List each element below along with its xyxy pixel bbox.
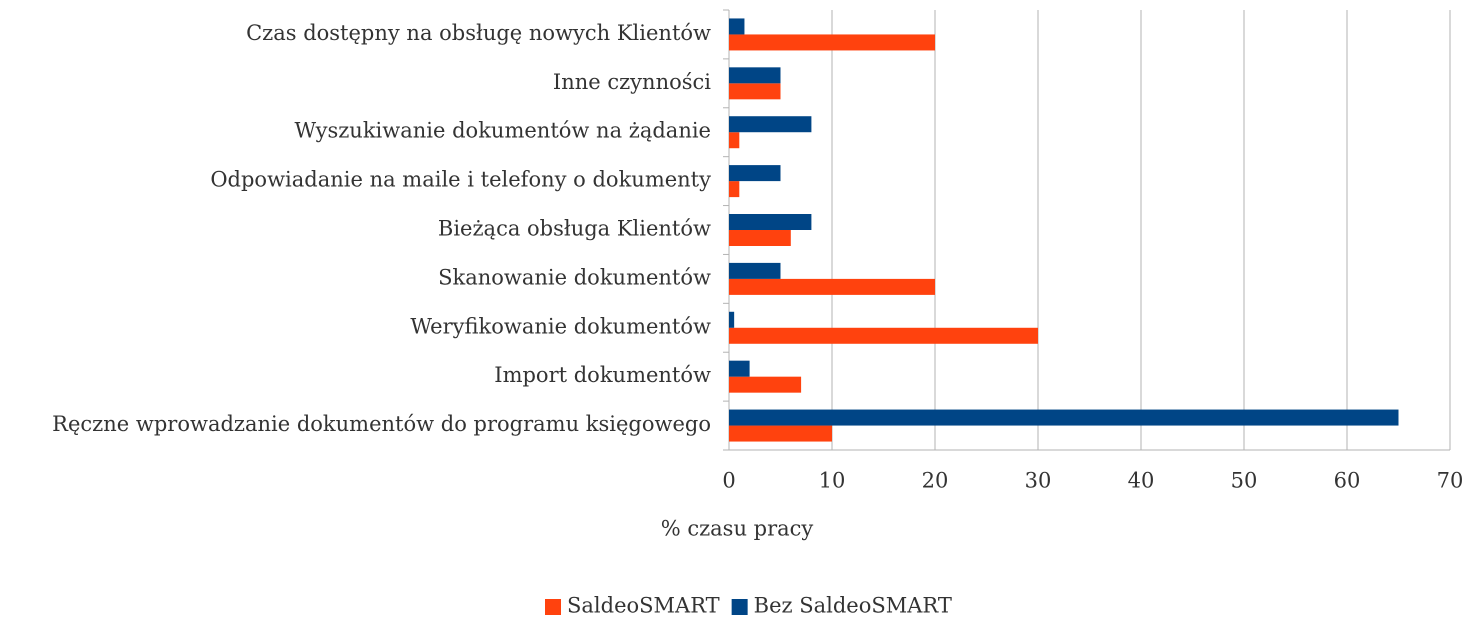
bar — [729, 278, 935, 295]
legend-swatch — [731, 599, 748, 615]
bar — [729, 376, 802, 393]
y-tick-label: Wyszukiwanie dokumentów na żądanie — [294, 119, 711, 143]
x-tick-label: 70 — [1437, 469, 1464, 493]
y-tick-label: Bieżąca obsługa Klientów — [438, 217, 711, 241]
bar — [729, 425, 832, 442]
bar — [729, 67, 781, 84]
bar — [729, 34, 935, 51]
bar — [729, 327, 1038, 344]
y-tick-label: Ręczne wprowadzanie dokumentów do progra… — [52, 412, 711, 436]
legend-label: Bez SaldeoSMART — [754, 594, 952, 618]
legend-swatch — [545, 599, 561, 615]
bar — [729, 116, 812, 133]
bar — [729, 181, 740, 198]
bar — [729, 230, 791, 246]
x-tick-label: 0 — [722, 469, 735, 493]
x-tick-label: 50 — [1231, 469, 1258, 493]
bar — [729, 360, 750, 377]
y-tick-label: Weryfikowanie dokumentów — [410, 314, 711, 338]
bar — [729, 18, 745, 35]
x-axis-label: % czasu pracy — [661, 517, 814, 541]
y-tick-label: Odpowiadanie na maile i telefony o dokum… — [210, 168, 711, 192]
y-tick-label: Skanowanie dokumentów — [438, 265, 711, 289]
x-tick-label: 60 — [1334, 469, 1361, 493]
y-tick-label: Inne czynności — [553, 70, 711, 94]
legend-label: SaldeoSMART — [567, 594, 720, 618]
bar — [729, 83, 781, 100]
x-tick-label: 30 — [1025, 469, 1052, 493]
x-tick-label: 20 — [922, 469, 949, 493]
bar — [729, 311, 735, 328]
bar — [729, 165, 781, 182]
bar — [729, 214, 812, 230]
y-tick-label: Czas dostępny na obsługę nowych Klientów — [246, 21, 711, 45]
bar — [729, 409, 1399, 426]
y-tick-label: Import dokumentów — [494, 363, 711, 387]
x-tick-label: 10 — [819, 469, 846, 493]
bar — [729, 262, 781, 279]
x-tick-label: 40 — [1128, 469, 1155, 493]
bar — [729, 132, 740, 149]
